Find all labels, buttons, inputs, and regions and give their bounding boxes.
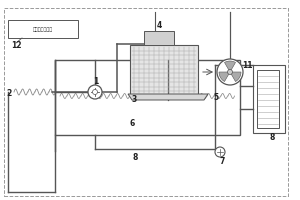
Text: 2: 2 — [6, 88, 12, 98]
Circle shape — [217, 59, 243, 85]
FancyBboxPatch shape — [257, 70, 279, 128]
Polygon shape — [128, 94, 208, 100]
Text: 3: 3 — [131, 96, 136, 104]
Text: 风能及其它系统: 风能及其它系统 — [33, 26, 53, 31]
Text: 6: 6 — [130, 118, 135, 128]
Text: 5: 5 — [213, 92, 219, 102]
Circle shape — [92, 90, 98, 95]
Text: 11: 11 — [242, 62, 252, 71]
Circle shape — [227, 70, 232, 74]
FancyBboxPatch shape — [4, 8, 288, 196]
Polygon shape — [224, 61, 236, 70]
Text: 4: 4 — [156, 21, 161, 30]
FancyBboxPatch shape — [8, 20, 78, 38]
Polygon shape — [231, 72, 241, 82]
Text: 8: 8 — [269, 134, 275, 142]
FancyBboxPatch shape — [253, 65, 285, 133]
FancyBboxPatch shape — [130, 45, 198, 95]
Circle shape — [88, 85, 102, 99]
Text: 8: 8 — [132, 152, 138, 162]
Text: 7: 7 — [219, 156, 225, 166]
Circle shape — [215, 147, 225, 157]
FancyBboxPatch shape — [55, 60, 240, 135]
Text: 1: 1 — [93, 77, 99, 86]
FancyBboxPatch shape — [144, 31, 174, 45]
Text: 12: 12 — [11, 42, 21, 50]
Polygon shape — [219, 72, 229, 82]
